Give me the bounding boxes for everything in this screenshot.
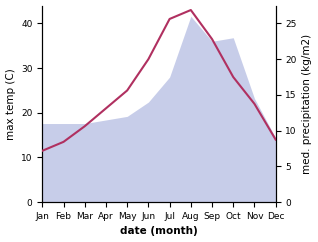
- Y-axis label: max temp (C): max temp (C): [5, 68, 16, 140]
- Y-axis label: med. precipitation (kg/m2): med. precipitation (kg/m2): [302, 34, 313, 174]
- X-axis label: date (month): date (month): [120, 227, 198, 236]
